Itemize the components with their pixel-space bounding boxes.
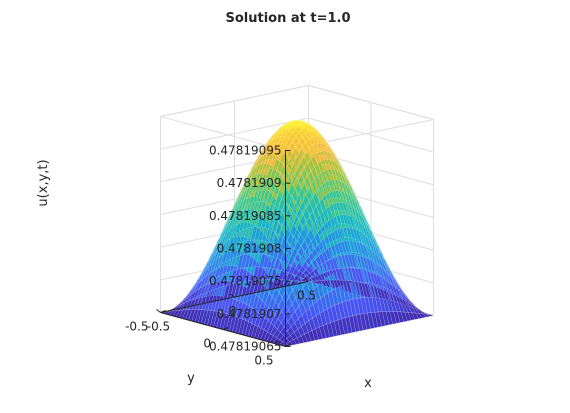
z-tick-label: 0.47819075 [209, 274, 282, 288]
y-tick-label: 0.5 [254, 354, 273, 368]
box-edge [160, 116, 286, 151]
z-tick-label: 0.4781907 [217, 307, 282, 321]
surface-patch [426, 314, 434, 317]
x-tick-label: 0.5 [297, 289, 316, 303]
z-tick-label: 0.47819085 [209, 209, 282, 223]
y-tick [222, 327, 229, 330]
y-tick-label: -0.5 [125, 320, 148, 334]
z-axis-label: u(x,y,t) [36, 159, 51, 206]
y-tick [285, 344, 291, 347]
x-tick [304, 278, 309, 282]
y-axis-label: y [187, 371, 195, 386]
y-tick [160, 310, 166, 313]
surface-plot [160, 119, 434, 347]
x-tick [230, 293, 235, 298]
x-tick-label: -0.5 [147, 320, 170, 334]
z-tick-label: 0.47819065 [209, 340, 282, 354]
z-tick-label: 0.4781909 [217, 176, 282, 190]
y-tick-label: 0 [203, 337, 211, 351]
x-axis-label: x [364, 376, 372, 391]
z-tick-label: 0.4781908 [217, 242, 282, 256]
tick-labels: 0.47819065 0.4781907 0.47819075 0.4781908 0.… [125, 144, 316, 368]
axes-box-front [156, 150, 309, 347]
x-tick [156, 309, 161, 313]
z-tick-label: 0.47819095 [209, 144, 282, 158]
chart-title: Solution at t=1.0 [225, 11, 350, 26]
x-tick-label: 0 [229, 304, 237, 318]
